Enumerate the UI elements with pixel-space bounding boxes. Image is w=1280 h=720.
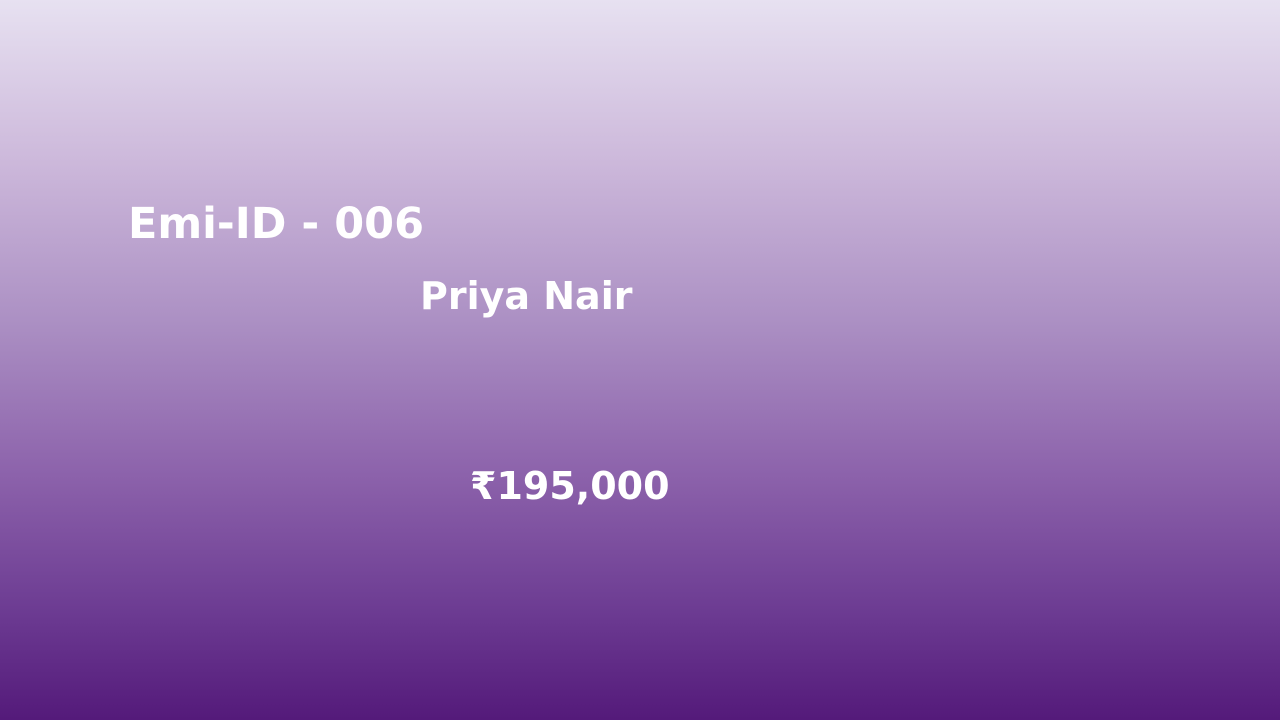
emi-id-label: Emi-ID - 006 bbox=[128, 199, 425, 249]
customer-name: Priya Nair bbox=[420, 274, 633, 318]
emi-amount: ₹195,000 bbox=[470, 464, 670, 508]
